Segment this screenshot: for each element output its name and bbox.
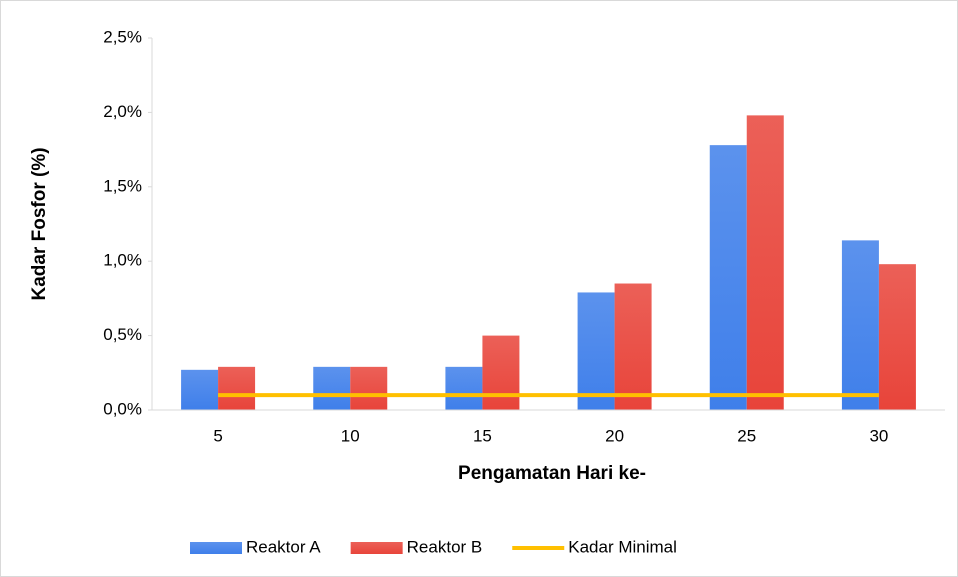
legend-label: Reaktor A	[246, 537, 321, 556]
legend-label: Reaktor B	[407, 537, 483, 556]
bar	[350, 366, 388, 410]
x-tick-label: 25	[737, 426, 756, 445]
x-tick-label: 20	[605, 426, 624, 445]
y-axis-title: Kadar Fosfor (%)	[29, 147, 50, 300]
y-tick-label: 2,0%	[103, 102, 142, 121]
y-tick-label: 2,5%	[103, 27, 142, 46]
bar	[746, 115, 784, 410]
legend-swatch	[350, 542, 403, 554]
bar	[614, 283, 652, 410]
x-tick-label: 10	[341, 426, 360, 445]
bar	[218, 366, 256, 410]
legend-label: Kadar Minimal	[568, 537, 677, 556]
bar	[709, 145, 747, 411]
legend-swatch	[190, 542, 242, 554]
x-tick-label: 5	[213, 426, 222, 445]
bar	[181, 369, 219, 410]
y-tick-label: 1,5%	[103, 176, 142, 195]
x-axis-title: Pengamatan Hari ke-	[458, 463, 646, 484]
x-tick-label: 30	[869, 426, 888, 445]
y-tick-label: 0,0%	[103, 399, 142, 418]
bar	[445, 366, 483, 410]
bar	[482, 335, 520, 410]
bar	[841, 240, 879, 410]
bar	[313, 366, 351, 410]
bar	[878, 264, 916, 410]
y-tick-label: 0,5%	[103, 325, 142, 344]
y-tick-label: 1,0%	[103, 251, 142, 270]
bar	[577, 292, 615, 410]
x-tick-label: 15	[473, 426, 492, 445]
